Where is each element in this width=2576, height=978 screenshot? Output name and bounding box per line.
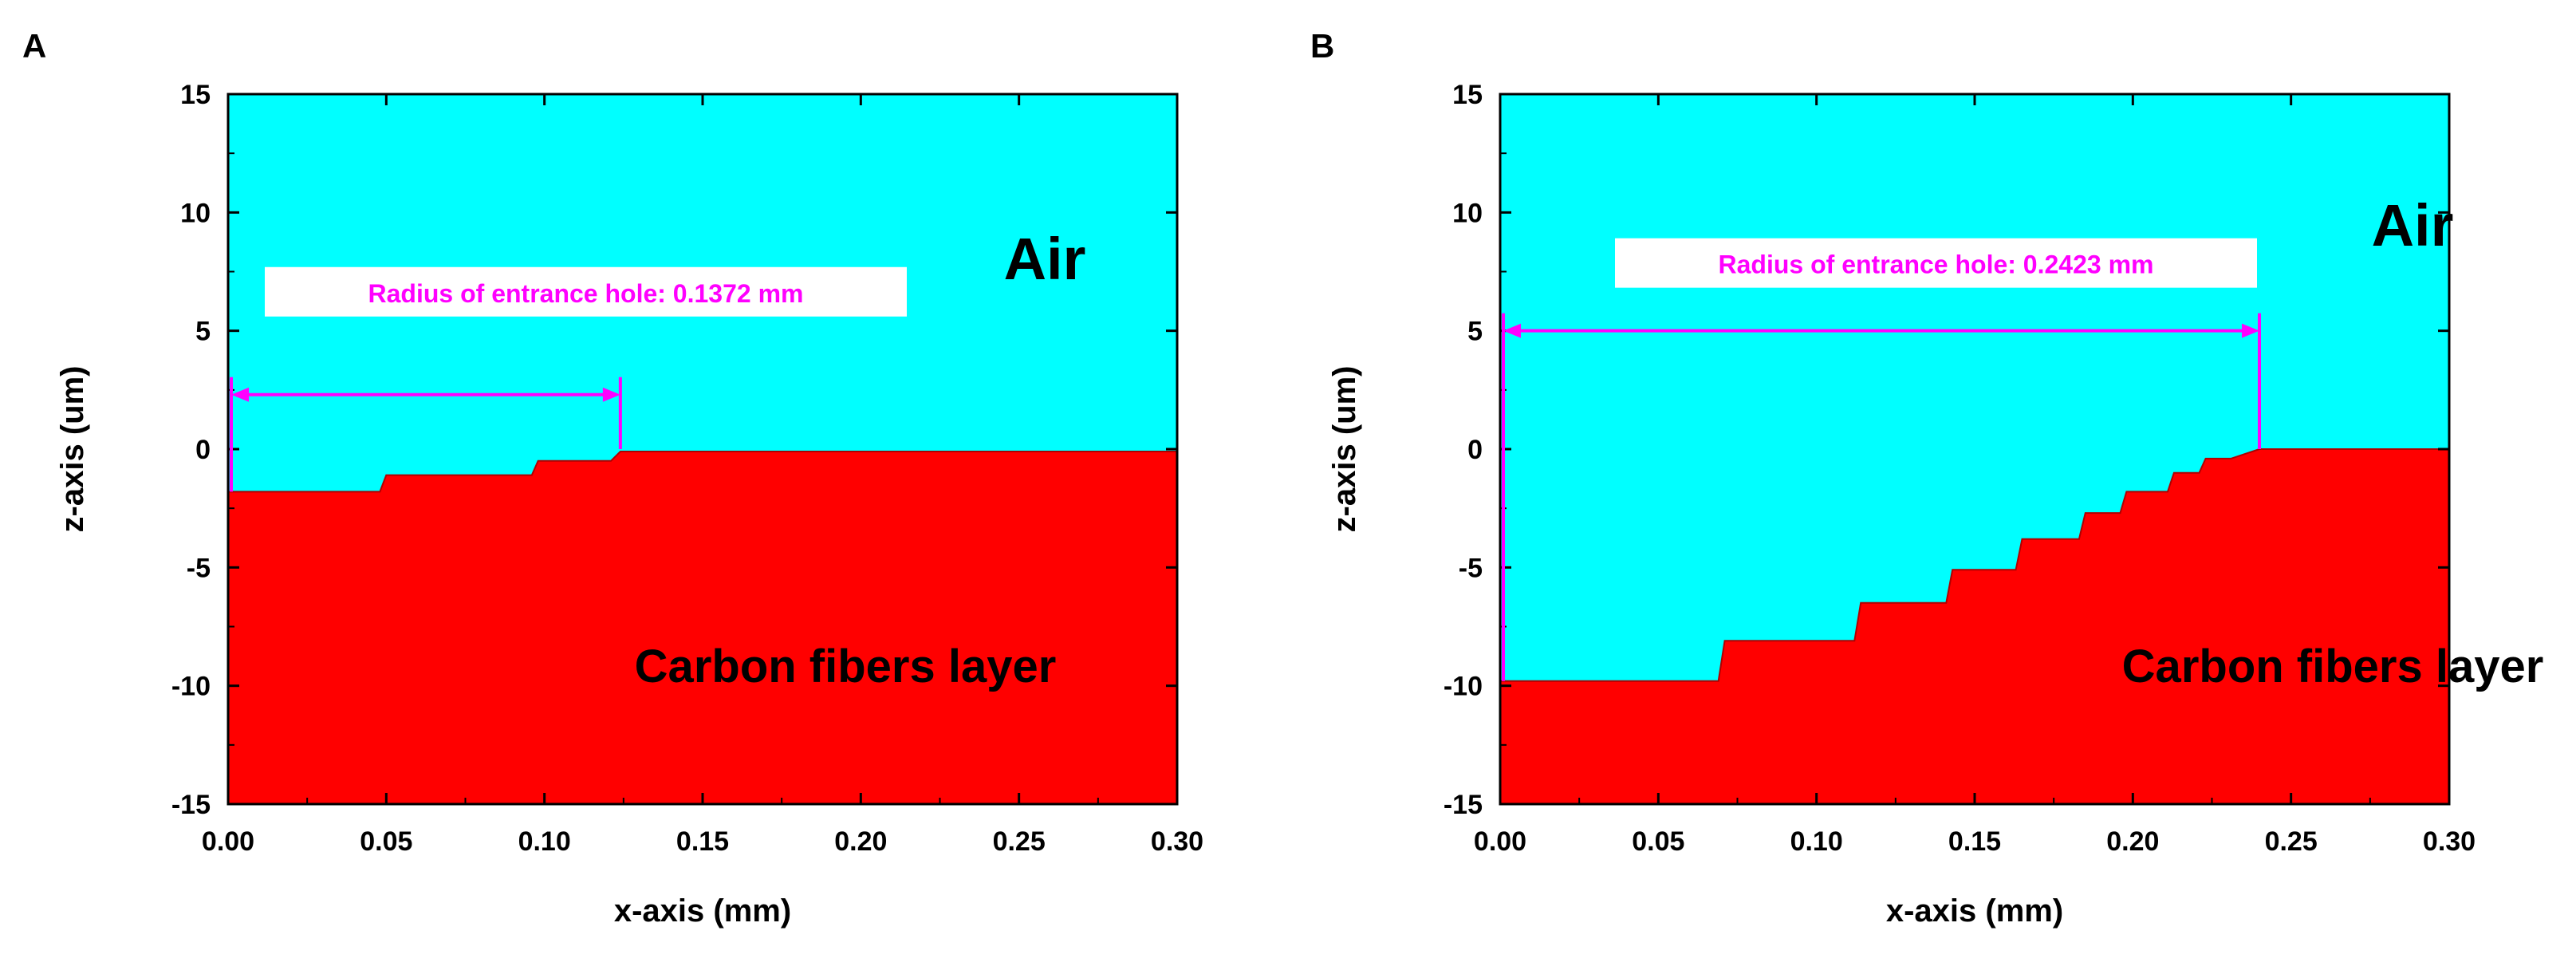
chart-b-y-tick-label: 5 bbox=[1467, 317, 1483, 347]
chart-a-annotation-text: Radius of entrance hole: 0.1372 mm bbox=[368, 279, 804, 308]
chart-b-x-tick-label: 0.25 bbox=[2265, 826, 2318, 857]
chart-a-x-axis-label: x-axis (mm) bbox=[614, 893, 791, 929]
chart-b-annotation-arrow-right bbox=[2242, 323, 2259, 338]
chart-a-x-tick-label: 0.15 bbox=[676, 826, 729, 857]
chart-b-annotation-box bbox=[1615, 238, 2257, 288]
chart-a-x-tick-label: 0.20 bbox=[834, 826, 887, 857]
chart-b-surface-profile-line bbox=[1500, 448, 2449, 682]
chart-a-annotation-arrow-right bbox=[602, 387, 620, 402]
chart-a-x-tick-label: 0.00 bbox=[202, 826, 254, 857]
chart-a-carbon-label: Carbon fibers layer bbox=[635, 641, 1057, 692]
chart-a-x-tick-label: 0.05 bbox=[360, 826, 412, 857]
chart-b-panel-label: B bbox=[1310, 27, 1334, 65]
chart-b-x-tick-label: 0.30 bbox=[2423, 826, 2476, 857]
chart-panel-a: A 0.00 0.05 0.10 0.15 0.20 0.25 0.30 15 10 5 0 -5 -10… bbox=[22, 27, 1203, 929]
chart-b-y-tick-label: -10 bbox=[1444, 672, 1483, 702]
chart-a-y-tick-label: -15 bbox=[171, 790, 211, 820]
chart-a-y-tick-label: 0 bbox=[195, 435, 211, 465]
chart-b-carbon-label: Carbon fibers layer bbox=[2122, 641, 2544, 692]
chart-b-x-tick-label: 0.10 bbox=[1790, 826, 1843, 857]
chart-b-svg: B 0.00 0.05 0.10 0.15 0.20 0.25 0.30 15 10 5 0 -5 -10… bbox=[1310, 27, 2544, 929]
chart-a-surface-profile-line bbox=[228, 451, 1177, 493]
chart-b-y-axis-label: z-axis (um) bbox=[1327, 366, 1362, 533]
chart-a-x-tick-label: 0.30 bbox=[1151, 826, 1203, 857]
chart-b-y-tick-label: 0 bbox=[1467, 435, 1483, 465]
chart-a-x-tick-label: 0.25 bbox=[993, 826, 1046, 857]
chart-panel-b: B 0.00 0.05 0.10 0.15 0.20 0.25 0.30 15 10 5 0 -5 -10… bbox=[1288, 0, 2576, 978]
chart-a-x-tick-label: 0.10 bbox=[518, 826, 571, 857]
chart-a-annotation-box bbox=[265, 266, 907, 317]
chart-b-y-tick-label: 15 bbox=[1452, 80, 1483, 110]
chart-b-x-tick-label: 0.15 bbox=[1948, 826, 2001, 857]
chart-b-x-axis-label: x-axis (mm) bbox=[1886, 893, 2063, 929]
chart-b-carbon-region bbox=[1500, 449, 2449, 804]
chart-a-annotation-arrow-left bbox=[231, 387, 249, 402]
chart-b-annotation-text: Radius of entrance hole: 0.2423 mm bbox=[1719, 250, 2154, 279]
chart-a-y-axis-label: z-axis (um) bbox=[55, 366, 90, 533]
chart-b-y-tick-label: 10 bbox=[1452, 198, 1483, 228]
chart-a-carbon-region bbox=[228, 452, 1177, 804]
chart-a-svg: A 0.00 0.05 0.10 0.15 0.20 0.25 0.30 15 10 5 0 -5 -10… bbox=[22, 27, 1203, 929]
chart-a-y-tick-label: 5 bbox=[195, 317, 211, 347]
chart-b-y-tick-label: -5 bbox=[1459, 553, 1483, 583]
chart-b-y-tick-label: -15 bbox=[1444, 790, 1483, 820]
chart-a-air-label: Air bbox=[1004, 226, 1086, 292]
chart-a-y-tick-label: 15 bbox=[180, 80, 211, 110]
chart-a-panel-label: A bbox=[22, 27, 46, 65]
chart-b-annotation-arrow-left bbox=[1503, 323, 1521, 338]
chart-b-air-label: Air bbox=[2372, 192, 2454, 258]
chart-a-y-tick-label: -5 bbox=[187, 553, 211, 583]
chart-b-x-tick-label: 0.20 bbox=[2106, 826, 2159, 857]
chart-b-x-tick-label: 0.05 bbox=[1632, 826, 1684, 857]
chart-a-y-tick-label: 10 bbox=[180, 198, 211, 228]
chart-a-y-tick-label: -10 bbox=[171, 672, 211, 702]
chart-b-x-tick-label: 0.00 bbox=[1474, 826, 1526, 857]
